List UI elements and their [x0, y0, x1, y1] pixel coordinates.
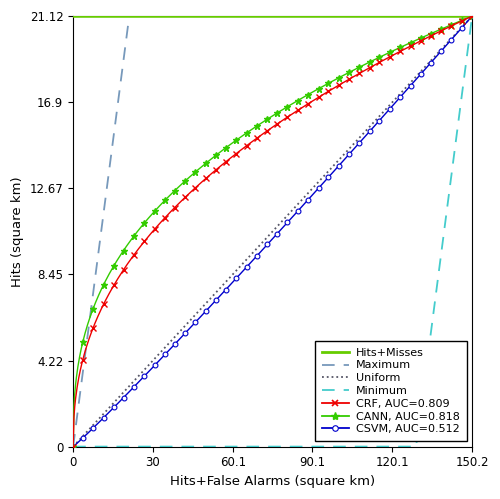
Legend: Hits+Misses, Maximum, Uniform, Minimum, CRF, AUC=0.809, CANN, AUC=0.818, CSVM, A: Hits+Misses, Maximum, Uniform, Minimum, …	[315, 341, 466, 441]
X-axis label: Hits+False Alarms (square km): Hits+False Alarms (square km)	[170, 475, 375, 488]
Y-axis label: Hits (square km): Hits (square km)	[11, 176, 24, 286]
